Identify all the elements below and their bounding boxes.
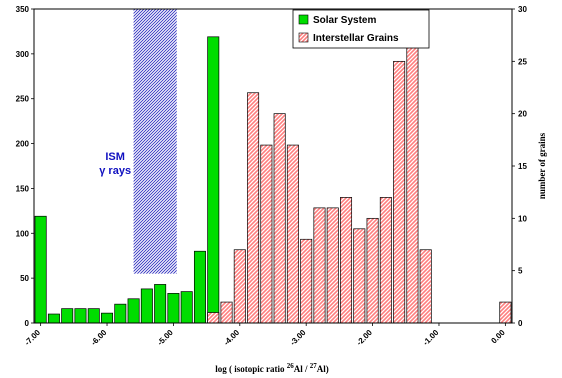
ism-label-line1: ISM bbox=[105, 151, 125, 163]
bar-interstellar-grains bbox=[406, 40, 419, 324]
x-tick-label: -3.00 bbox=[288, 328, 308, 348]
x-tick-label: -5.00 bbox=[156, 328, 176, 348]
right-y-tick-label: 25 bbox=[518, 57, 527, 66]
bar-solar-system bbox=[193, 250, 206, 324]
bar-interstellar-grains bbox=[300, 238, 313, 324]
x-tick-label: 0.00 bbox=[489, 328, 507, 346]
x-tick-label: -2.00 bbox=[355, 328, 375, 348]
x-axis-title-main: log ( isotopic ratio bbox=[215, 364, 287, 374]
bar-solar-system bbox=[114, 303, 127, 324]
bar-solar-system bbox=[47, 313, 60, 324]
left-y-tick-label: 100 bbox=[16, 229, 30, 238]
legend: Solar System Interstellar Grains bbox=[292, 9, 430, 49]
left-y-tick-label: 250 bbox=[16, 95, 30, 104]
bar-solar-system bbox=[74, 308, 87, 324]
bar-interstellar-grains bbox=[499, 301, 512, 324]
bar-interstellar-grains bbox=[419, 249, 432, 324]
left-y-tick-label: 150 bbox=[16, 184, 30, 193]
bar-solar-system bbox=[154, 284, 167, 324]
x-axis-title: log ( isotopic ratio 26Al / 27Al) bbox=[215, 362, 329, 374]
ism-band bbox=[133, 9, 177, 274]
bar-interstellar-grains bbox=[340, 197, 353, 324]
right-y-axis-title: number of grains bbox=[537, 132, 547, 199]
left-y-tick-label: 200 bbox=[16, 140, 30, 149]
bar-interstellar-grains bbox=[313, 207, 326, 324]
bar-interstellar-grains bbox=[207, 312, 220, 324]
x-axis-title-sup2: 27 bbox=[310, 362, 318, 370]
solar-system-bars bbox=[34, 36, 220, 324]
bar-solar-system bbox=[207, 36, 220, 324]
ism-gamma-ray-band bbox=[133, 9, 177, 274]
bar-solar-system bbox=[34, 215, 47, 324]
bar-interstellar-grains bbox=[260, 144, 273, 324]
legend-label-solar: Solar System bbox=[313, 15, 376, 26]
x-axis-title-mid: Al / bbox=[294, 364, 310, 374]
bar-interstellar-grains bbox=[233, 249, 246, 324]
x-tick-label: -4.00 bbox=[222, 328, 242, 348]
bar-interstellar-grains bbox=[247, 92, 260, 324]
bar-interstellar-grains bbox=[286, 144, 299, 324]
right-y-tick-label: 0 bbox=[518, 319, 523, 328]
bar-interstellar-grains bbox=[220, 301, 233, 324]
legend-box bbox=[292, 9, 430, 49]
bar-solar-system bbox=[101, 312, 114, 324]
left-y-tick-label: 0 bbox=[25, 319, 30, 328]
x-tick-label: -1.00 bbox=[421, 328, 441, 348]
bar-solar-system bbox=[167, 293, 180, 324]
bar-interstellar-grains bbox=[353, 228, 366, 324]
legend-swatch-solar bbox=[298, 14, 309, 25]
x-tick-label: -7.00 bbox=[23, 328, 43, 348]
x-tick-label: -6.00 bbox=[89, 328, 109, 348]
ism-label-line2: γ rays bbox=[99, 165, 131, 177]
x-axis-title-sup1: 26 bbox=[287, 362, 295, 370]
right-y-tick-label: 5 bbox=[518, 267, 523, 276]
right-y-tick-label: 30 bbox=[518, 5, 527, 14]
bar-interstellar-grains bbox=[366, 217, 379, 324]
interstellar-grains-bars bbox=[207, 40, 512, 324]
right-y-tick-label: 10 bbox=[518, 214, 527, 223]
bar-solar-system bbox=[127, 298, 140, 324]
bar-interstellar-grains bbox=[379, 197, 392, 324]
bar-solar-system bbox=[180, 291, 193, 324]
bar-solar-system bbox=[87, 308, 100, 324]
bar-interstellar-grains bbox=[393, 60, 406, 324]
bar-solar-system bbox=[61, 308, 74, 324]
legend-swatch-grains bbox=[298, 32, 309, 43]
x-axis-title-end: Al) bbox=[317, 364, 329, 374]
right-y-tick-label: 15 bbox=[518, 162, 527, 171]
left-y-tick-label: 50 bbox=[20, 274, 29, 283]
bar-interstellar-grains bbox=[326, 207, 339, 324]
bar-solar-system bbox=[140, 288, 153, 324]
left-y-tick-label: 350 bbox=[16, 5, 30, 14]
legend-label-grains: Interstellar Grains bbox=[313, 33, 399, 44]
bar-interstellar-grains bbox=[273, 113, 286, 324]
left-y-tick-label: 300 bbox=[16, 50, 30, 59]
right-y-tick-label: 20 bbox=[518, 110, 527, 119]
